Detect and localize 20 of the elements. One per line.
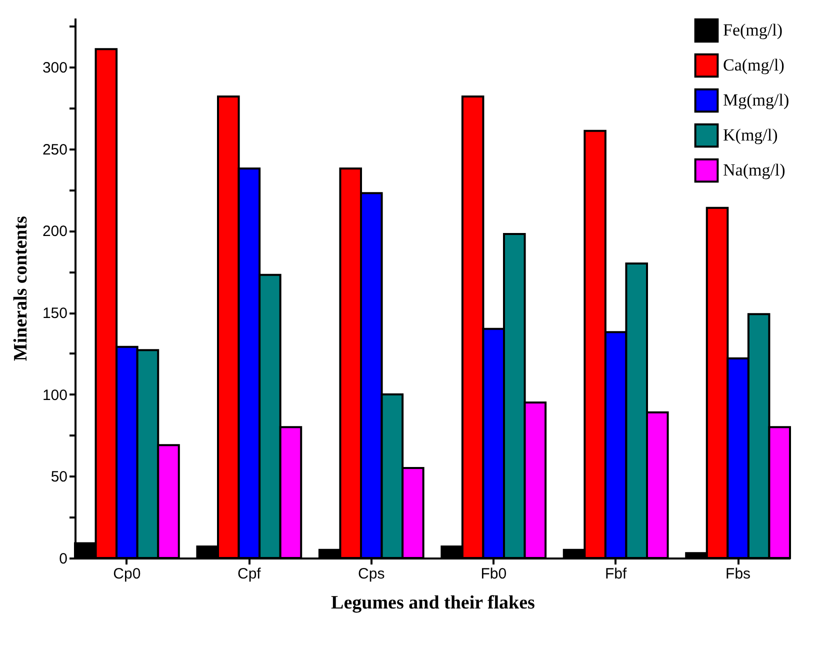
y-axis-title: Minerals contents [10,216,32,362]
y-tick-label: 250 [42,141,68,158]
x-axis-title: Legumes and their flakes [331,592,535,614]
legend-label: Ca(mg/l) [723,56,784,74]
x-tick-label: Fbs [726,566,751,582]
y-tick-label: 50 [50,468,68,486]
x-tick-label: Fb0 [480,566,507,582]
legend-label: Fe(mg/l) [723,20,782,40]
y-tick-label: 150 [42,305,68,322]
y-tick-label: 200 [42,223,68,240]
y-tick-label: 0 [59,550,68,568]
y-tick-label: 100 [42,386,68,404]
legend-label: Na(mg/l) [723,160,786,180]
legend-label: Mg(mg/l) [723,90,790,110]
y-tick-label: 300 [42,60,68,77]
x-tick-label: Cpf [237,566,262,582]
x-tick-label: Fbf [604,566,628,582]
x-tick-label: Cps [358,566,385,582]
legend-label: K(mg/l) [723,126,778,144]
x-tick-label: Cp0 [113,566,141,582]
